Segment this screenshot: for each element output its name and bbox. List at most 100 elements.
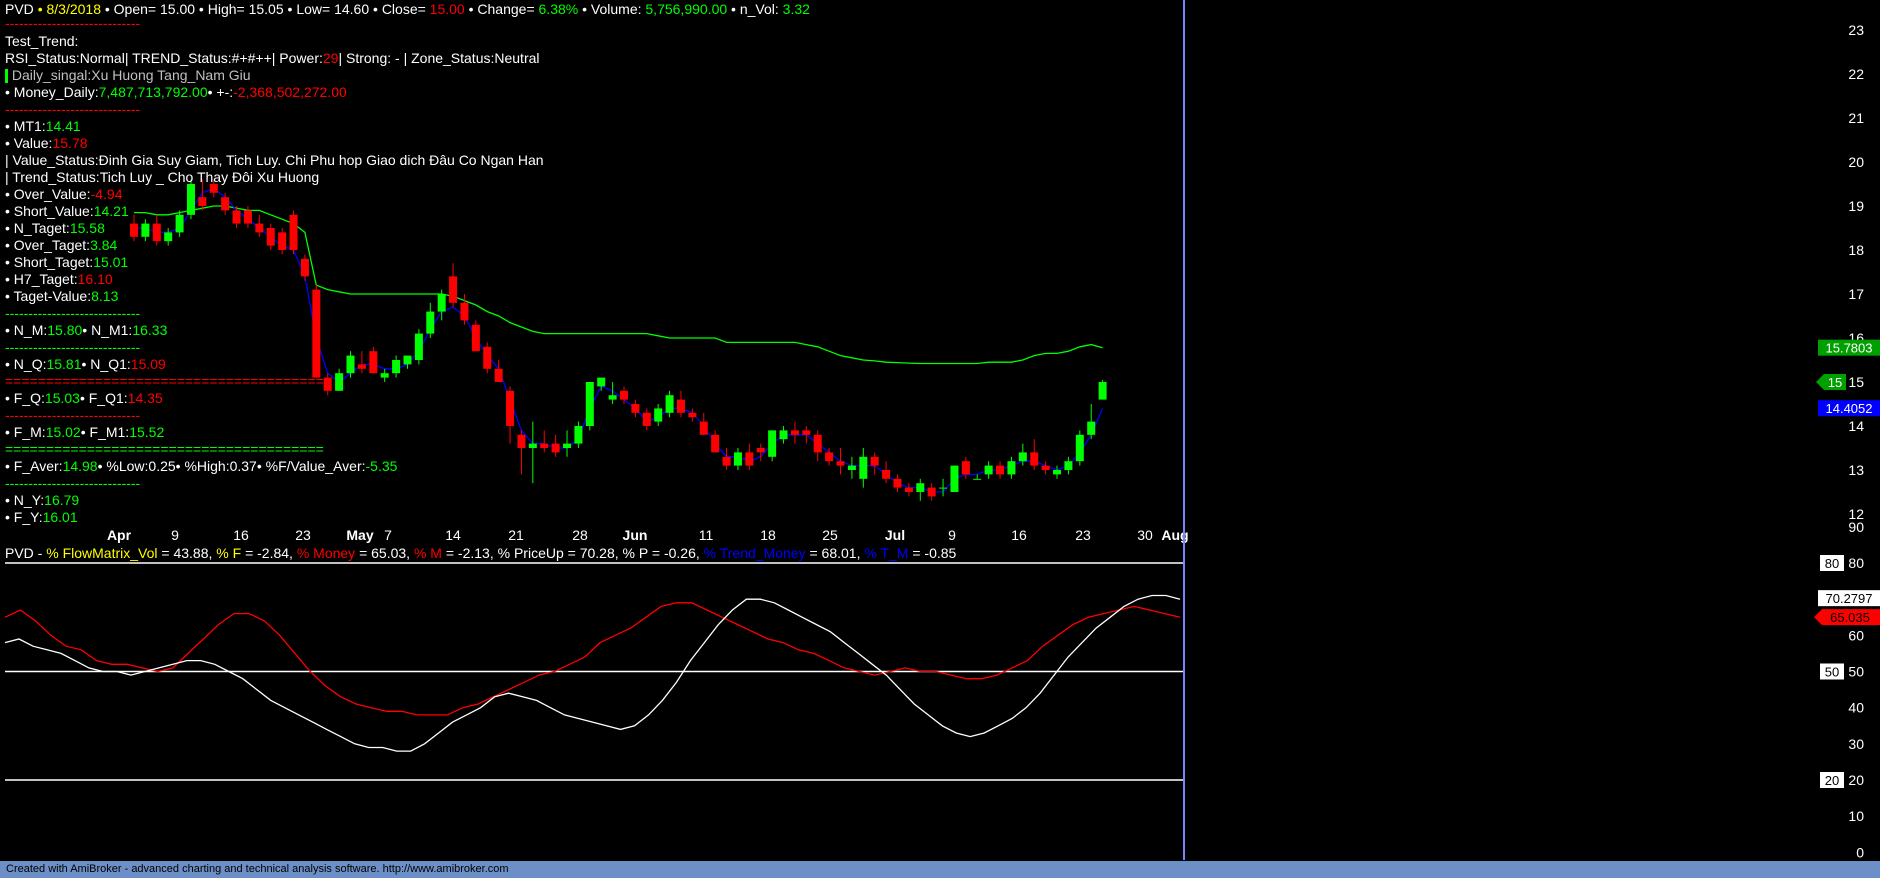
- oscillator-layer: [4, 562, 1183, 781]
- candle-body: [916, 483, 925, 492]
- signal-marker: [5, 69, 8, 84]
- ma-green-line: [134, 205, 1103, 365]
- candle-body: [722, 456, 731, 466]
- candle-body: [665, 395, 674, 413]
- value-flag: [1814, 609, 1880, 626]
- candle-body: [756, 448, 765, 453]
- date-tick-label: Jun: [623, 527, 648, 543]
- candle-body: [494, 368, 503, 382]
- oscillator-tick-label: 90: [1848, 519, 1864, 535]
- value-box-text: 70.2797: [1826, 591, 1873, 606]
- candle-body: [688, 412, 697, 418]
- rsi-status-line: RSI_Status:Normal| TREND_Status:#+#++| P…: [5, 50, 540, 66]
- n-taget: • N_Taget:15.58: [5, 220, 105, 236]
- candle-body: [893, 478, 902, 488]
- f-aver: • F_Aver:14.98• %Low:0.25• %High:0.37• %…: [5, 458, 398, 474]
- candle-body: [927, 487, 936, 497]
- candle-body: [847, 465, 856, 470]
- symbol: PVD: [5, 1, 34, 17]
- candle-body: [335, 373, 344, 391]
- candle-body: [1007, 461, 1016, 475]
- candle-body: [426, 311, 435, 334]
- oscillator-tick-label: 80: [1848, 555, 1864, 571]
- candle-body: [882, 470, 891, 479]
- price-tick-label: 17: [1848, 286, 1864, 302]
- open-value: 15.00: [160, 1, 196, 17]
- oscillator-tick-label: 30: [1848, 736, 1864, 752]
- price-tick-label: 15: [1848, 374, 1864, 390]
- separator: -----------------------------: [5, 101, 141, 117]
- date-tick-label: 16: [1011, 527, 1027, 543]
- candle-body: [563, 443, 572, 448]
- date-tick-label: 30: [1137, 527, 1153, 543]
- oscillator-tick-label: 20: [1848, 772, 1864, 788]
- candle-body: [221, 197, 230, 211]
- date-tick-label: Jul: [885, 527, 905, 543]
- candle-body: [676, 399, 685, 413]
- candle-body: [551, 443, 560, 453]
- candle-body: [745, 452, 754, 466]
- price-tick-label: 20: [1848, 154, 1864, 170]
- candle-body: [392, 360, 401, 374]
- date-tick-label: 14: [445, 527, 461, 543]
- candle-body: [278, 232, 287, 250]
- header-bar: PVD • 8/3/2018 • Open= 15.00 • High= 15.…: [5, 1, 810, 17]
- candles-layer: [130, 179, 1107, 501]
- f-m: • F_M:15.02• F_M1:15.52: [5, 424, 165, 440]
- candle-body: [950, 465, 959, 492]
- price-tick-label: 18: [1848, 242, 1864, 258]
- n-q: • N_Q:15.81• N_Q1:15.09: [5, 356, 166, 372]
- candle-body: [711, 434, 720, 453]
- price-labels: 15.7803 15 14.4052: [1816, 339, 1880, 417]
- date-tick-label: 18: [760, 527, 776, 543]
- candle-body: [517, 434, 526, 448]
- candle-body: [437, 294, 446, 312]
- value: • Value:15.78: [5, 135, 88, 151]
- oscillator-header: PVD - % FlowMatrix_Vol = 43.88, % F = -2…: [5, 545, 957, 561]
- date-tick-label: 23: [295, 527, 311, 543]
- candle-body: [243, 210, 252, 224]
- candle-body: [483, 346, 492, 369]
- trend-status: | Trend_Status:Tich Luy _ Cho Thay Đôi X…: [5, 169, 320, 185]
- candle-body: [323, 377, 332, 391]
- candle-body: [232, 210, 241, 224]
- money-daily: • Money_Daily:7,487,713,792.00• +-:-2,36…: [5, 84, 347, 100]
- oscillator-tick-label: 40: [1848, 700, 1864, 716]
- low-value: 14.60: [334, 1, 370, 17]
- oscillator-tick-label: 10: [1848, 808, 1864, 824]
- footer-credit: Created with AmiBroker - advanced charti…: [0, 861, 1880, 878]
- volume-value: 5,756,990.00: [645, 1, 728, 17]
- level-box-text: 20: [1825, 773, 1839, 788]
- candle-body: [608, 395, 617, 400]
- date-tick-label: 16: [233, 527, 249, 543]
- candle-body: [768, 430, 777, 457]
- candle-body: [1030, 452, 1039, 466]
- price-tick-label: 22: [1848, 66, 1864, 82]
- candle-body: [585, 382, 594, 426]
- taget-value: • Taget-Value:8.13: [5, 288, 119, 304]
- date-tick-label: 28: [572, 527, 588, 543]
- candle-body: [870, 456, 879, 466]
- separator: -----------------------------: [5, 339, 141, 355]
- value-flag-text: 65.035: [1830, 610, 1870, 625]
- n-m: • N_M:15.80• N_M1:16.33: [5, 322, 168, 338]
- date-tick-label: May: [346, 527, 373, 543]
- price-tick-label: 14: [1848, 418, 1864, 434]
- change-value: 6.38%: [538, 1, 579, 17]
- candle-body: [357, 364, 366, 369]
- candle-body: [961, 461, 970, 475]
- candle-body: [460, 302, 469, 321]
- value-status: | Value_Status:Đinh Gia Suy Giam, Tich L…: [5, 152, 544, 168]
- level-box: [1820, 663, 1844, 680]
- candle-body: [1075, 434, 1084, 462]
- candle-body: [403, 355, 412, 365]
- price-box: [1818, 339, 1880, 356]
- candle-body: [471, 324, 480, 352]
- candle-body: [369, 351, 378, 374]
- date-tick-label: 11: [699, 527, 714, 543]
- candle-body: [266, 228, 275, 246]
- candle-body: [152, 223, 161, 242]
- candle-body: [1098, 382, 1107, 400]
- candle-body: [164, 232, 173, 242]
